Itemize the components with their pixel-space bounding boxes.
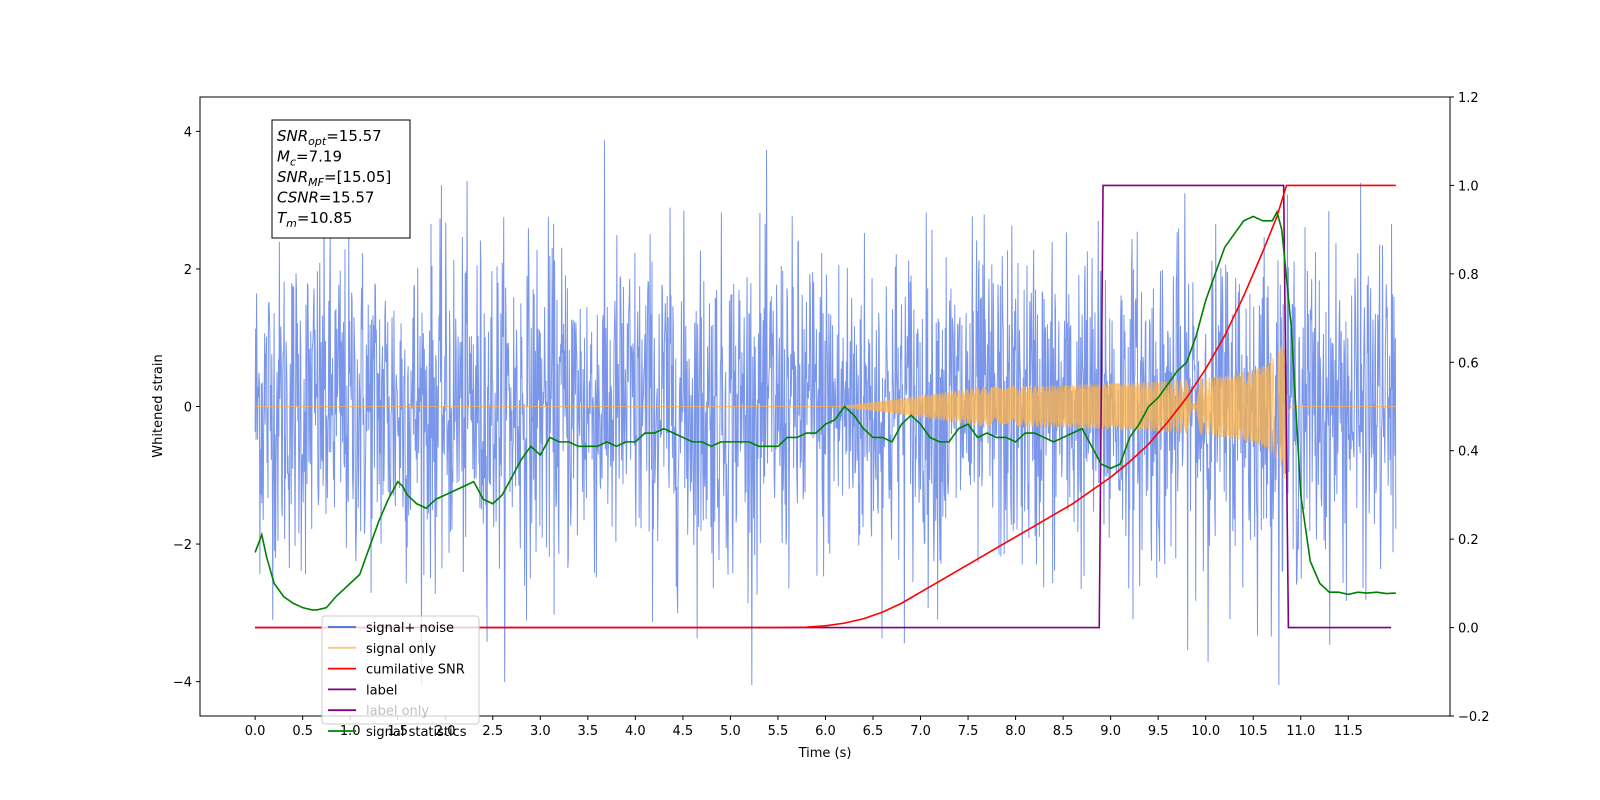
x-tick-label: 6.5	[863, 724, 884, 739]
x-tick-label: 10.0	[1191, 724, 1220, 739]
y-tick-label: −4	[173, 676, 192, 691]
legend-entry: label only	[366, 704, 429, 719]
y-axis-right: 1.2 1.0 0.8 0.6 0.4 0.2 0.0 −0.2	[1450, 91, 1490, 725]
y-axis-left: 4 2 0 −2 −4	[173, 125, 200, 691]
y2-tick-label: 1.0	[1458, 179, 1479, 194]
x-tick-label: 5.0	[720, 724, 741, 739]
y2-tick-label: 0.6	[1458, 356, 1479, 371]
annotation-value: =7.19	[296, 148, 342, 166]
series-signal-statistics	[254, 209, 1396, 611]
y2-tick-label: 0.4	[1458, 445, 1479, 460]
x-tick-label: 6.0	[815, 724, 836, 739]
y2-tick-label: 0.2	[1458, 533, 1479, 548]
annotation-line: Mc=7.19	[277, 148, 342, 169]
annotation-line: SNRMF=[15.05]	[277, 168, 391, 189]
x-axis-label: Time (s)	[798, 746, 852, 761]
x-tick-label: 9.5	[1148, 724, 1169, 739]
annotation-symbol: SNR	[277, 168, 308, 186]
legend-entry: cumilative SNR	[366, 663, 465, 678]
x-tick-label: 3.0	[530, 724, 551, 739]
legend-entry: label	[366, 683, 397, 698]
x-axis: 0.0 0.5 1.0 1.5 2.0 2.5 3.0 3.5 4.0 4.5 5.0 5.5 6.0 6…	[245, 716, 1363, 739]
series-layer	[254, 140, 1397, 686]
annotation-line: CSNR=15.57	[277, 189, 374, 207]
x-tick-label: 2.0	[435, 724, 456, 739]
x-tick-label: 8.5	[1053, 724, 1074, 739]
legend-entry: signal statistics	[366, 725, 467, 740]
x-tick-label: 1.5	[387, 724, 408, 739]
y-tick-label: −2	[173, 538, 192, 553]
legend-frame	[321, 615, 480, 725]
x-tick-label: 0.5	[292, 724, 313, 739]
y-axis-label: Whitened strain	[151, 354, 166, 457]
x-tick-label: 11.0	[1286, 724, 1315, 739]
annotation-symbol: M	[277, 148, 290, 166]
legend: signal+ noise signal only cumilative SNR la…	[321, 615, 480, 740]
x-tick-label: 7.0	[910, 724, 931, 739]
annotation-value: =15.57	[326, 127, 382, 145]
y-tick-label: 4	[184, 125, 192, 140]
x-tick-label: 4.5	[673, 724, 694, 739]
y2-tick-label: −0.2	[1458, 710, 1490, 725]
annotation-value: =15.57	[319, 189, 375, 207]
annotation-symbol: T	[277, 209, 288, 227]
series-cumulative-snr	[255, 184, 1396, 629]
x-tick-label: 5.5	[768, 724, 789, 739]
legend-entry: signal+ noise	[366, 621, 454, 636]
annotation-frame	[271, 119, 411, 239]
x-tick-label: 9.0	[1100, 724, 1121, 739]
plot-area	[254, 140, 1397, 686]
y2-tick-label: 0.8	[1458, 268, 1479, 283]
annotation-value: =[15.05]	[324, 168, 391, 186]
x-tick-label: 7.5	[958, 724, 979, 739]
annotation-subscript: c	[290, 156, 296, 169]
x-tick-label: 10.5	[1239, 724, 1268, 739]
series-signal-plus-noise	[254, 140, 1397, 686]
annotation-line: SNRopt=15.57	[277, 127, 382, 148]
legend-entry: signal only	[366, 642, 436, 657]
x-tick-label: 3.5	[577, 724, 598, 739]
x-tick-label: 0.0	[245, 724, 266, 739]
y2-tick-label: 1.2	[1458, 91, 1479, 106]
annotation-line: Tm=10.85	[277, 209, 352, 230]
x-tick-label: 4.0	[625, 724, 646, 739]
series-label	[255, 184, 1392, 629]
annotation-box: SNRopt=15.57Mc=7.19SNRMF=[15.05]CSNR=15.…	[271, 119, 411, 239]
series-signal-only	[255, 337, 1396, 479]
x-tick-label: 8.0	[1005, 724, 1026, 739]
x-tick-label: 11.5	[1334, 724, 1363, 739]
annotation-subscript: opt	[308, 135, 327, 148]
annotation-subscript: MF	[308, 176, 324, 189]
y-tick-label: 0	[184, 401, 192, 416]
y-tick-label: 2	[184, 263, 192, 278]
annotation-symbol: SNR	[277, 127, 308, 145]
annotation-subscript: m	[286, 217, 297, 230]
y2-tick-label: 0.0	[1458, 622, 1479, 637]
x-tick-label: 2.5	[482, 724, 503, 739]
annotation-symbol: CSNR	[277, 189, 319, 207]
annotation-value: =10.85	[297, 209, 353, 227]
